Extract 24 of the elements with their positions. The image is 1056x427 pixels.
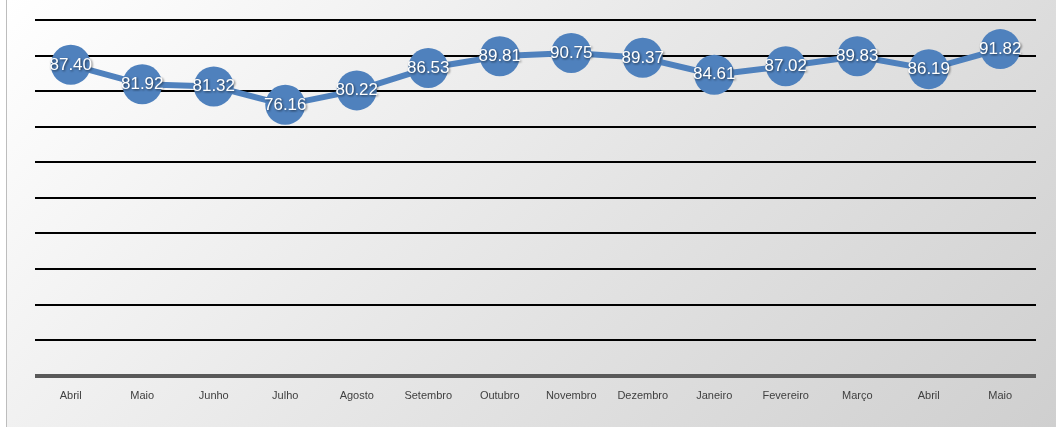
x-tick-label: Junho (198, 389, 229, 402)
x-tick-label: Agosto (339, 389, 374, 402)
x-tick-label: Março (841, 389, 873, 402)
x-tick-label: Setembro (404, 389, 453, 402)
data-label: 89.81 (478, 45, 522, 65)
data-label: 76.16 (263, 94, 307, 114)
data-label: 87.02 (764, 55, 808, 75)
x-tick-label: Maio (988, 389, 1013, 402)
data-label: 89.37 (621, 47, 665, 67)
x-tick-label: Julho (272, 389, 299, 402)
data-label: 84.61 (692, 64, 736, 84)
x-tick-label: Janeiro (696, 389, 733, 402)
data-label: 89.83 (835, 45, 879, 65)
data-label: 81.32 (192, 76, 236, 96)
x-tick-label: Abril (59, 389, 82, 402)
x-tick-label: Maio (130, 389, 155, 402)
x-tick-label: Dezembro (617, 389, 669, 402)
data-label: 80.22 (335, 80, 379, 100)
x-tick-label: Novembro (545, 389, 597, 402)
data-label: 90.75 (549, 42, 593, 62)
x-tick-label: Abril (917, 389, 940, 402)
x-tick-label: Fevereiro (762, 389, 809, 402)
x-tick-label: Outubro (479, 389, 520, 402)
data-label: 86.19 (907, 58, 951, 78)
